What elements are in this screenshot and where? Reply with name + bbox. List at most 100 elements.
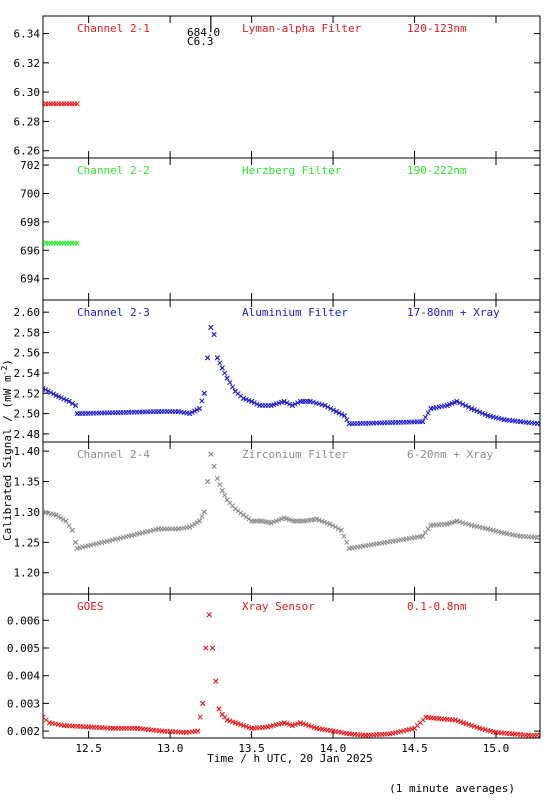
- data-point: [454, 518, 460, 524]
- data-point: [482, 411, 488, 417]
- data-point: [189, 409, 195, 415]
- panel-frame: [42, 157, 541, 301]
- data-point: [466, 521, 472, 527]
- data-point: [191, 408, 198, 414]
- data-point: [45, 388, 51, 394]
- data-point: [537, 534, 540, 541]
- data-point: [200, 700, 206, 706]
- y-tick-label: 2.52: [14, 387, 41, 400]
- data-point: [330, 407, 337, 413]
- data-point: [214, 355, 220, 361]
- data-point: [53, 512, 59, 518]
- data-point: [243, 396, 249, 402]
- data-point: [74, 101, 80, 107]
- data-point: [289, 402, 295, 409]
- data-point: [251, 400, 257, 406]
- x-tick-label: 15.0: [483, 742, 510, 755]
- panel-5: 0.002 0.003 0.004 0.005 0.006 GOES Xray Sensor…: [7, 593, 541, 739]
- panel-filter-label: Lyman-alpha Filter: [242, 22, 362, 35]
- data-point: [196, 518, 202, 524]
- data-point: [325, 404, 331, 410]
- data-point: [330, 523, 336, 529]
- data-point: [425, 526, 431, 532]
- y-tick-label: 6.34: [14, 28, 41, 41]
- flare-marker: 684.0 C6.3: [187, 16, 220, 48]
- data-point: [219, 365, 225, 371]
- data-point: [332, 524, 339, 530]
- panel-4: 1.20 1.25 1.30 1.35 1.40 Channel 2-4 Zirconium…: [14, 441, 541, 595]
- y-tick-label: 2.58: [14, 326, 41, 339]
- x-tick-label: 12.5: [75, 742, 102, 755]
- data-point: [457, 400, 463, 406]
- data-point: [322, 402, 328, 409]
- data-point: [246, 397, 252, 403]
- data-point: [208, 324, 214, 330]
- data-point: [217, 360, 223, 366]
- data-point: [208, 451, 214, 457]
- data-point: [194, 520, 200, 526]
- data-point: [254, 401, 260, 407]
- panel-3: 2.48 2.50 2.52 2.54 2.56 2.58 2.60 Channel 2-3 A…: [14, 299, 541, 443]
- data-point: [454, 398, 460, 404]
- data-point: [196, 405, 202, 412]
- panel-frame: [42, 593, 541, 739]
- data-point: [341, 533, 347, 539]
- y-tick-label: 0.002: [7, 725, 40, 738]
- data-point: [344, 417, 350, 423]
- y-tick-label: 0.006: [7, 614, 40, 627]
- data-point: [214, 475, 220, 482]
- series-points: [43, 451, 540, 551]
- data-point: [195, 728, 201, 734]
- data-point: [60, 516, 66, 523]
- data-point: [287, 401, 293, 407]
- data-point: [339, 411, 345, 417]
- data-point: [58, 515, 64, 521]
- panel-2: 694 696 698 700 702 Channel 2-2 Herzberg Filte…: [20, 157, 541, 301]
- data-point: [477, 409, 483, 415]
- panel-filter-label: Herzberg Filter: [242, 164, 342, 177]
- data-point: [187, 524, 193, 530]
- panels: 6.26 6.28 6.30 6.32 6.34 Channel 2-1 Lyman-alp…: [7, 15, 541, 755]
- panel-channel-label: Channel 2-3: [77, 306, 150, 319]
- panel-filter-label: Zirconium Filter: [242, 448, 348, 461]
- y-tick-label: 6.30: [14, 86, 41, 99]
- data-point: [61, 396, 67, 402]
- data-point: [338, 527, 344, 533]
- data-point: [211, 331, 217, 338]
- data-point: [420, 533, 426, 539]
- data-point: [230, 384, 236, 390]
- data-point: [460, 401, 466, 407]
- data-point: [189, 523, 195, 529]
- data-point: [199, 513, 205, 520]
- y-tick-label: 2.48: [14, 428, 41, 441]
- y-tick-label: 6.32: [14, 57, 41, 70]
- data-point: [203, 645, 209, 651]
- data-point: [469, 405, 475, 412]
- data-point: [463, 403, 469, 409]
- data-point: [422, 530, 428, 536]
- series-points: [43, 612, 540, 738]
- series-points: [43, 324, 540, 427]
- y-tick-label: 2.50: [14, 408, 41, 421]
- y-axis-title-close: ): [1, 359, 14, 366]
- x-axis-title: Time / h UTC, 20 Jan 2025: [207, 752, 373, 765]
- y-tick-label: 0.004: [7, 670, 40, 683]
- data-point: [249, 398, 255, 404]
- data-point: [222, 492, 228, 498]
- data-point: [191, 521, 198, 527]
- data-point: [344, 539, 350, 545]
- panel-filter-label: Aluminium Filter: [242, 306, 348, 319]
- y-tick-label: 2.60: [14, 306, 41, 319]
- y-axis-title: Calibrated Signal / (mW m-2): [0, 359, 14, 541]
- data-point: [209, 645, 216, 651]
- y-axis-title-main: Calibrated Signal / (mW m: [1, 375, 14, 541]
- data-point: [466, 404, 472, 410]
- data-point: [63, 397, 70, 403]
- panel-channel-label: Channel 2-4: [77, 448, 150, 461]
- data-point: [335, 526, 341, 532]
- data-point: [537, 421, 540, 427]
- y-tick-label: 694: [20, 273, 40, 286]
- data-point: [201, 390, 207, 396]
- data-point: [201, 509, 207, 515]
- data-point: [43, 387, 49, 393]
